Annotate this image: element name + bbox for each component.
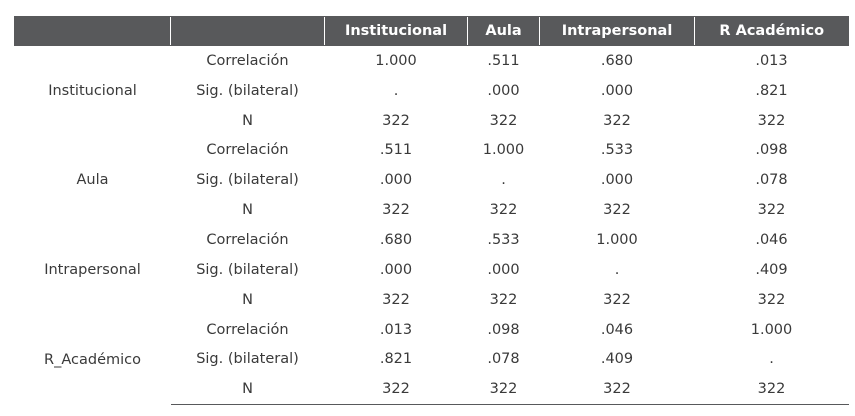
table-row: Sig. (bilateral) .000 . .000 .078	[15, 165, 849, 195]
table-cell: 322	[603, 112, 631, 129]
table-cell: .409	[600, 351, 634, 368]
stat-label: Sig. (bilateral)	[196, 351, 299, 368]
table-cell: .680	[600, 52, 634, 69]
header-aula: Aula	[467, 16, 540, 46]
table-cell: 322	[489, 202, 518, 219]
table-cell: .046	[755, 231, 788, 248]
group-label-r-academico: R_Académico	[44, 351, 141, 368]
correlation-table-container: Institucional Aula Intrapersonal R Acadé…	[14, 16, 849, 406]
table-cell: .013	[379, 321, 413, 338]
table-cell: 322	[467, 374, 540, 406]
header-blank-variable	[14, 16, 171, 46]
stat-label: Sig. (bilateral)	[196, 261, 299, 278]
header-intrapersonal: Intrapersonal	[539, 16, 695, 46]
table-cell: .533	[600, 142, 634, 159]
table-cell: 1.000	[596, 231, 638, 248]
table-cell: 322	[539, 374, 695, 406]
table-cell: .078	[755, 172, 788, 189]
table-cell: 322	[382, 112, 410, 129]
table-cell: 322	[324, 374, 468, 406]
table-row: Sig. (bilateral) .821 .078 .409 .	[15, 344, 849, 374]
table-row: Institucional Correlación 1.000 .511 .68…	[15, 46, 849, 99]
table-row: R_Académico Correlación .013 .098 .046 1…	[15, 315, 849, 368]
stat-label: N	[170, 374, 325, 406]
table-cell: 322	[489, 112, 518, 129]
header-institucional: Institucional	[324, 16, 468, 46]
stat-label: Correlación	[206, 321, 289, 338]
table-row: Sig. (bilateral) . .000 .000 .821	[15, 76, 849, 106]
table-row: Intrapersonal Correlación .680 .533 1.00…	[15, 225, 849, 278]
table-row: N 322 322 322 322	[15, 285, 849, 315]
table-cell: 1.000	[750, 321, 793, 338]
table-cell: 322	[489, 291, 518, 308]
table-cell: .511	[487, 52, 520, 69]
table-row: Sig. (bilateral) .000 .000 . .409	[15, 255, 849, 285]
group-label-aula: Aula	[76, 172, 109, 189]
table-cell: .821	[379, 351, 413, 368]
table-row: N 322 322 322 322	[15, 106, 849, 136]
table-cell: .	[501, 172, 506, 189]
table-cell: .000	[600, 82, 634, 99]
stat-label: Correlación	[206, 142, 289, 159]
table-cell: 322	[382, 202, 410, 219]
table-cell: .000	[600, 172, 634, 189]
table-cell: .046	[600, 321, 634, 338]
table-cell: .098	[487, 321, 520, 338]
table-row: N 322 322 322 322	[15, 195, 849, 225]
table-row: Aula Correlación .511 1.000 .533 .098	[15, 136, 849, 188]
group-label-institucional: Institucional	[48, 82, 137, 99]
stat-label: Sig. (bilateral)	[196, 172, 299, 189]
table-cell: 322	[757, 202, 786, 219]
table-cell: 1.000	[482, 142, 525, 159]
table-cell: .511	[379, 142, 413, 159]
table-body: Institucional Correlación 1.000 .511 .68…	[15, 46, 849, 406]
table-cell: .000	[379, 261, 413, 278]
header-r-academico: R Académico	[694, 16, 849, 46]
table-cell: 322	[603, 291, 631, 308]
header-blank-statistic	[170, 16, 325, 46]
table-cell: .409	[755, 261, 788, 278]
table-cell: 322	[757, 112, 786, 129]
table-cell: .	[393, 82, 399, 99]
table-cell: .	[769, 351, 774, 368]
stat-label: N	[242, 291, 253, 308]
correlation-table: Institucional Aula Intrapersonal R Acadé…	[14, 16, 849, 406]
table-row: N 322 322 322 322	[15, 374, 849, 406]
table-cell: 322	[382, 291, 410, 308]
table-cell: .000	[487, 261, 520, 278]
stat-label: N	[242, 202, 253, 219]
table-cell: .000	[487, 82, 520, 99]
stat-label: Sig. (bilateral)	[196, 82, 299, 99]
table-cell: .680	[379, 231, 413, 248]
table-cell: .533	[487, 231, 520, 248]
table-cell: .000	[379, 172, 413, 189]
table-cell: 322	[694, 374, 849, 406]
table-cell: .098	[755, 142, 788, 159]
table-cell: .821	[755, 82, 788, 99]
table-cell: .	[614, 261, 620, 278]
group-label-intrapersonal: Intrapersonal	[44, 261, 141, 278]
table-cell: .013	[755, 52, 788, 69]
stat-label: Correlación	[206, 231, 289, 248]
header-row: Institucional Aula Intrapersonal R Acadé…	[14, 16, 849, 46]
stat-label: Correlación	[206, 52, 289, 69]
table-cell: 322	[603, 202, 631, 219]
stat-label: N	[242, 112, 253, 129]
table-cell: 322	[757, 291, 786, 308]
table-cell: .078	[487, 351, 520, 368]
table-cell: 1.000	[375, 52, 417, 69]
table-header: Institucional Aula Intrapersonal R Acadé…	[14, 16, 849, 46]
